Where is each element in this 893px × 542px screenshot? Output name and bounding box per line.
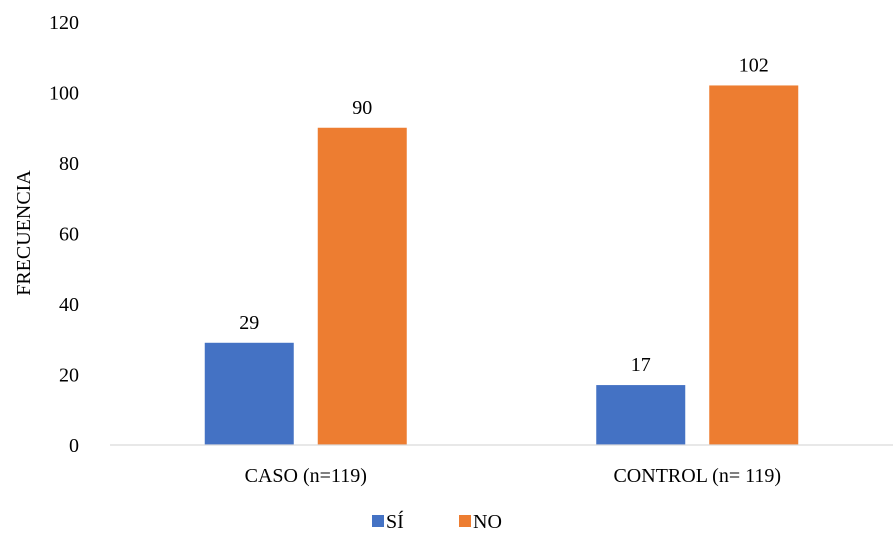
legend-swatch <box>372 515 384 527</box>
legend-swatch <box>459 515 471 527</box>
y-tick-label: 100 <box>49 83 79 105</box>
y-axis-ticks: 0 20 40 60 80 100 120 <box>49 12 79 457</box>
data-label: 17 <box>631 354 651 376</box>
data-label: 102 <box>739 54 769 76</box>
legend-label: SÍ <box>386 510 404 533</box>
y-axis-label: FRECUENCIA <box>13 170 35 296</box>
y-tick-label: 60 <box>59 224 79 246</box>
y-tick-label: 80 <box>59 153 79 175</box>
x-category-label: CASO (n=119) <box>245 465 367 487</box>
x-axis-categories: CASO (n=119) CONTROL (n= 119) <box>245 465 781 487</box>
y-tick-label: 20 <box>59 365 79 387</box>
bars-group <box>204 85 799 445</box>
x-category-label: CONTROL (n= 119) <box>613 465 781 487</box>
y-tick-label: 0 <box>69 435 79 457</box>
bar <box>317 127 407 445</box>
data-labels-group: 29 90 17 102 <box>239 54 769 376</box>
legend: SÍ NO <box>372 510 502 533</box>
data-label: 29 <box>239 312 259 334</box>
legend-label: NO <box>473 511 502 533</box>
bar <box>596 385 686 445</box>
bar <box>709 85 799 445</box>
bar <box>204 342 294 445</box>
data-label: 90 <box>352 97 372 119</box>
y-tick-label: 120 <box>49 12 79 34</box>
y-tick-label: 40 <box>59 294 79 316</box>
